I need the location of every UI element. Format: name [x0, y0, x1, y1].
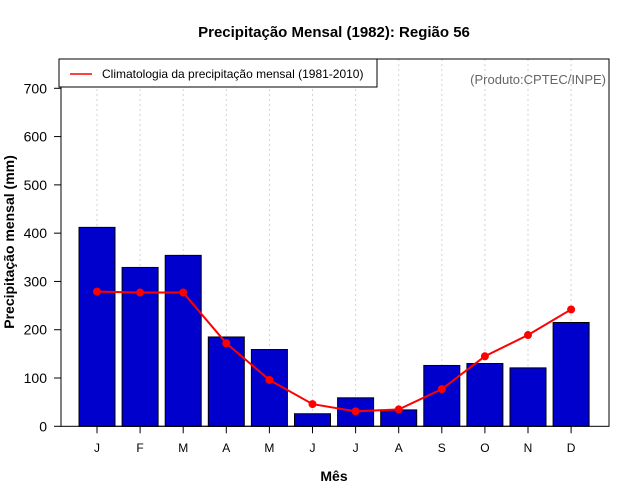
climatology-point-1 — [136, 288, 145, 297]
x-tick-label: O — [480, 441, 489, 455]
bar-2 — [164, 254, 202, 427]
climatology-point-10 — [524, 331, 532, 340]
y-tick-label: 300 — [24, 273, 48, 289]
x-tick-label: J — [310, 441, 316, 455]
bar-8 — [423, 364, 461, 427]
climatology-point-3 — [222, 339, 231, 348]
climatology-point-2 — [179, 288, 188, 297]
y-tick-label: 500 — [24, 177, 48, 193]
bar-10 — [509, 367, 547, 427]
y-axis: 0 100 200 300 400 500 600 700 — [24, 80, 62, 434]
x-tick-label: A — [222, 441, 230, 455]
climatology-point-5 — [308, 400, 317, 409]
bar-3 — [207, 336, 245, 427]
product-credit: (Produto:CPTEC/INPE) — [470, 72, 606, 87]
x-tick-label: D — [567, 441, 576, 455]
y-tick-label: 700 — [24, 80, 48, 96]
x-tick-label: M — [178, 441, 188, 455]
x-tick-label: F — [136, 441, 143, 455]
legend-box — [58, 58, 378, 88]
bar-9 — [466, 363, 504, 427]
climatology-polyline — [96, 290, 572, 413]
y-tick-label: 0 — [39, 418, 47, 434]
x-tick-label: A — [395, 441, 403, 455]
climatology-point-8 — [437, 385, 446, 394]
x-tick-label: N — [524, 441, 533, 455]
legend-entry-climatology: Climatologia da precipitação mensal (198… — [102, 67, 363, 81]
x-axis-label: Mês — [320, 468, 347, 484]
legend: Climatologia da precipitação mensal (198… — [58, 58, 378, 88]
y-tick-label: 100 — [24, 370, 48, 386]
x-tick-label: S — [438, 441, 446, 455]
climatology-point-4 — [265, 375, 274, 384]
climatology-point-11 — [567, 305, 576, 314]
climatology-line — [93, 287, 576, 416]
bar-0 — [78, 226, 116, 427]
climatology-point-6 — [351, 407, 360, 416]
climatology-point-7 — [394, 405, 403, 414]
climatology-point-9 — [480, 352, 489, 361]
y-axis-label: Precipitação mensal (mm) — [1, 155, 17, 329]
chart-title: Precipitação Mensal (1982): Região 56 — [198, 24, 470, 41]
y-tick-label: 400 — [24, 225, 48, 241]
y-tick-label: 600 — [24, 129, 48, 145]
x-tick-label: J — [94, 441, 100, 455]
x-tick-label: J — [353, 441, 359, 455]
y-tick-label: 200 — [24, 322, 48, 338]
bars — [78, 226, 590, 427]
bar-5 — [294, 413, 331, 427]
x-tick-label: M — [264, 441, 274, 455]
bar-11 — [552, 321, 590, 427]
climatology-point-0 — [93, 287, 101, 296]
